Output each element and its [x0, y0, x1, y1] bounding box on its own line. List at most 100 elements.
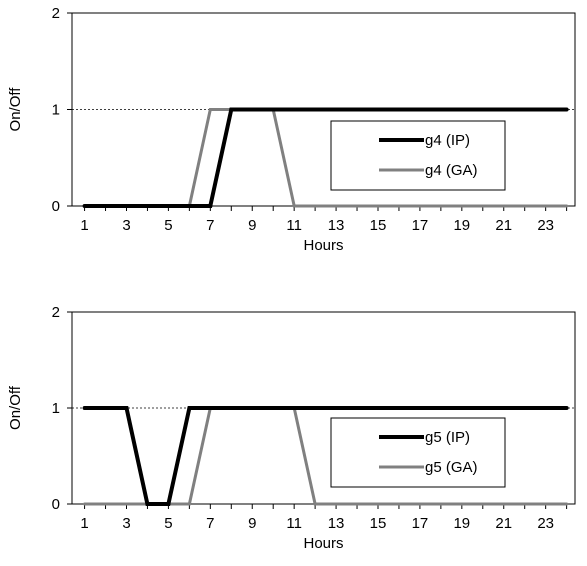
- data-point: [208, 204, 213, 208]
- x-tick-label: 1: [80, 217, 88, 234]
- data-point: [543, 406, 548, 410]
- legend-label: g4 (GA): [425, 162, 478, 179]
- y-axis-title: On/Off: [7, 385, 24, 430]
- x-tick-label: 13: [328, 515, 345, 532]
- data-point: [334, 502, 338, 506]
- y-tick-label: 1: [52, 102, 60, 119]
- legend: g5 (IP) g5 (GA): [330, 417, 506, 488]
- y-axis-title: On/Off: [7, 87, 24, 132]
- data-point: [208, 406, 213, 410]
- data-point: [375, 406, 380, 410]
- legend-label: g5 (GA): [425, 459, 478, 476]
- data-point: [438, 406, 443, 410]
- x-tick-label: 23: [537, 515, 554, 532]
- x-tick-label: 23: [537, 217, 554, 234]
- data-point: [271, 406, 276, 410]
- data-point: [396, 107, 401, 112]
- y-tick-label: 1: [52, 400, 60, 417]
- x-tick-label: 9: [248, 515, 256, 532]
- legend-box: [330, 120, 506, 191]
- x-tick-label: 19: [453, 217, 470, 234]
- data-point: [250, 107, 255, 112]
- data-point: [83, 502, 87, 506]
- data-point: [124, 502, 128, 506]
- data-point: [544, 204, 548, 208]
- data-point: [187, 204, 192, 208]
- data-point: [439, 204, 443, 208]
- data-point: [229, 107, 234, 112]
- data-point: [565, 502, 569, 506]
- data-point: [375, 107, 380, 112]
- data-point: [543, 107, 548, 112]
- data-point: [313, 502, 317, 506]
- x-tick-label: 7: [206, 217, 214, 234]
- data-point: [523, 502, 527, 506]
- data-point: [334, 204, 338, 208]
- data-point: [564, 406, 569, 410]
- data-point: [313, 406, 318, 410]
- x-tick-label: 13: [328, 217, 345, 234]
- data-point: [292, 107, 297, 112]
- data-point: [187, 406, 192, 410]
- data-point: [522, 107, 527, 112]
- y-tick-label: 0: [52, 496, 60, 513]
- data-point: [313, 204, 317, 208]
- legend-label: g5 (IP): [425, 429, 470, 446]
- x-tick-label: 15: [370, 217, 387, 234]
- y-tick-label: 0: [52, 198, 60, 215]
- x-tick-label: 21: [495, 515, 512, 532]
- data-point: [124, 204, 129, 208]
- data-point: [103, 204, 108, 208]
- data-point: [522, 406, 527, 410]
- data-point: [229, 406, 234, 410]
- data-point: [103, 406, 108, 410]
- data-point: [397, 502, 401, 506]
- data-point: [355, 204, 359, 208]
- data-point: [355, 502, 359, 506]
- data-point: [396, 406, 401, 410]
- data-point: [481, 502, 485, 506]
- data-point: [439, 502, 443, 506]
- data-point: [502, 204, 506, 208]
- x-tick-label: 17: [412, 515, 429, 532]
- data-point: [145, 204, 150, 208]
- data-point: [480, 107, 485, 112]
- x-tick-label: 7: [206, 515, 214, 532]
- data-point: [544, 502, 548, 506]
- x-tick-label: 11: [286, 217, 302, 234]
- data-point: [417, 406, 422, 410]
- data-point: [292, 204, 296, 208]
- data-point: [334, 107, 339, 112]
- data-point: [417, 107, 422, 112]
- x-tick-label: 1: [80, 515, 88, 532]
- data-point: [82, 406, 87, 410]
- data-point: [250, 406, 255, 410]
- data-point: [397, 204, 401, 208]
- data-point: [334, 406, 339, 410]
- legend-box: [330, 417, 506, 488]
- legend: g4 (IP) g4 (GA): [330, 120, 506, 191]
- data-point: [418, 502, 422, 506]
- x-tick-label: 3: [122, 515, 130, 532]
- data-point: [355, 406, 360, 410]
- x-tick-label: 11: [286, 515, 302, 532]
- x-tick-label: 5: [164, 515, 172, 532]
- data-point: [376, 502, 380, 506]
- x-tick-label: 15: [370, 515, 387, 532]
- data-point: [376, 204, 380, 208]
- x-tick-label: 5: [164, 217, 172, 234]
- x-tick-label: 19: [453, 515, 470, 532]
- legend-label: g4 (IP): [425, 132, 470, 149]
- series-line-1: [84, 406, 567, 506]
- x-axis-title: Hours: [303, 535, 343, 552]
- data-point: [564, 107, 569, 112]
- data-point: [292, 406, 297, 410]
- y-tick-label: 2: [52, 304, 60, 321]
- data-point: [502, 502, 506, 506]
- series-line-1: [84, 107, 567, 208]
- x-tick-label: 3: [122, 217, 130, 234]
- data-point: [565, 204, 569, 208]
- data-point: [438, 107, 443, 112]
